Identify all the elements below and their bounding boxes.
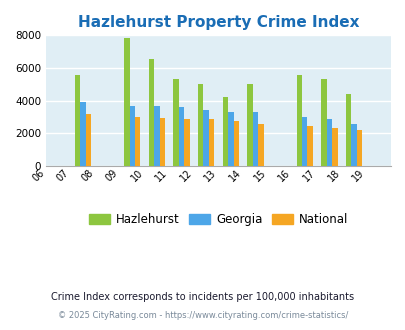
Bar: [326, 119, 331, 166]
Bar: [129, 106, 134, 166]
Bar: [173, 80, 178, 166]
Bar: [203, 111, 208, 166]
Bar: [124, 38, 129, 166]
Title: Hazlehurst Property Crime Index: Hazlehurst Property Crime Index: [77, 15, 358, 30]
Bar: [222, 97, 228, 166]
Legend: Hazlehurst, Georgia, National: Hazlehurst, Georgia, National: [84, 209, 352, 231]
Text: Crime Index corresponds to incidents per 100,000 inhabitants: Crime Index corresponds to incidents per…: [51, 292, 354, 302]
Bar: [178, 107, 184, 166]
Text: © 2025 CityRating.com - https://www.cityrating.com/crime-statistics/: © 2025 CityRating.com - https://www.city…: [58, 311, 347, 320]
Bar: [233, 121, 239, 166]
Bar: [356, 130, 361, 166]
Bar: [159, 118, 164, 166]
Bar: [75, 75, 80, 166]
Bar: [228, 112, 233, 166]
Bar: [184, 119, 189, 166]
Bar: [252, 112, 258, 166]
Bar: [345, 94, 350, 166]
Bar: [80, 102, 85, 166]
Bar: [320, 79, 326, 166]
Bar: [247, 83, 252, 166]
Bar: [134, 117, 140, 166]
Bar: [198, 84, 203, 166]
Bar: [148, 59, 154, 166]
Bar: [85, 114, 91, 166]
Bar: [331, 128, 337, 166]
Bar: [296, 75, 301, 166]
Bar: [258, 123, 263, 166]
Bar: [307, 126, 312, 166]
Bar: [154, 106, 159, 166]
Bar: [208, 119, 214, 166]
Bar: [350, 123, 356, 166]
Bar: [301, 117, 307, 166]
